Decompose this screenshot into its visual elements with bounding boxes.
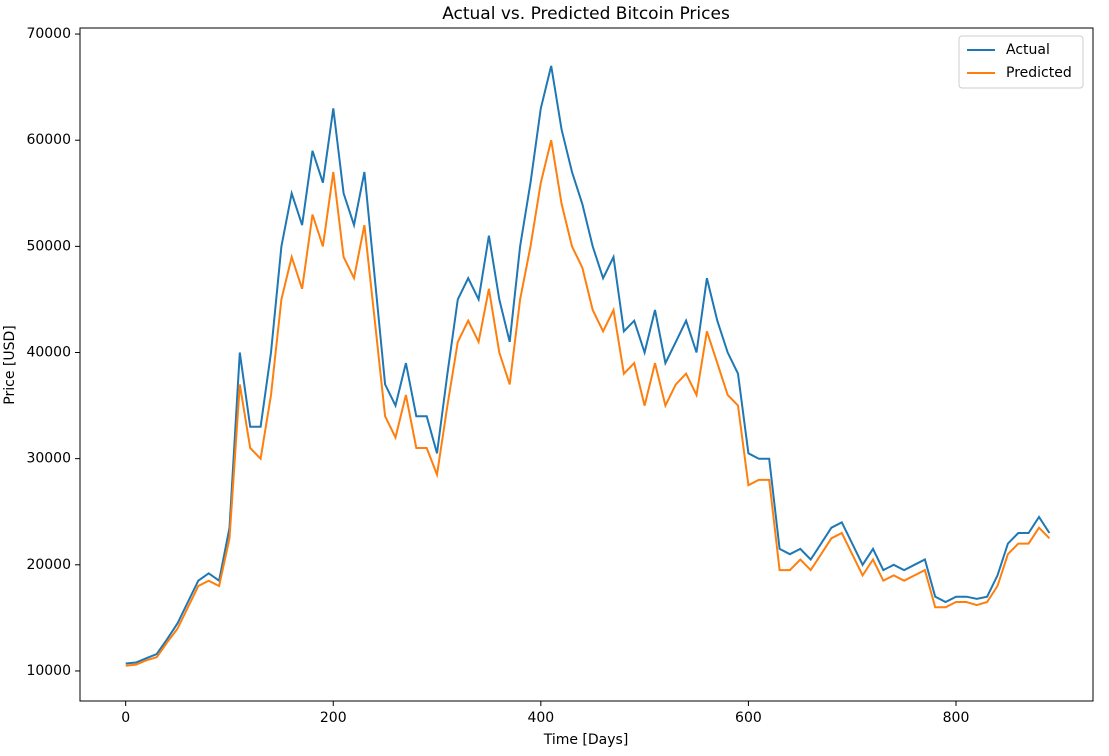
y-tick-label: 30000 xyxy=(26,451,71,467)
y-axis-label: Price [USD] xyxy=(2,325,18,404)
y-tick-label: 50000 xyxy=(26,238,71,254)
x-tick-label: 600 xyxy=(735,710,762,726)
y-tick-label: 60000 xyxy=(26,132,71,148)
y-tick-label: 70000 xyxy=(26,26,71,42)
data-line xyxy=(125,65,1051,665)
plot-frame xyxy=(79,27,1094,702)
y-tick-label: 20000 xyxy=(26,557,71,573)
y-tick-label: 40000 xyxy=(26,345,71,361)
x-axis-label: Time [Days] xyxy=(543,732,629,748)
y-tick-label: 10000 xyxy=(26,663,71,679)
x-tick-label: 200 xyxy=(320,710,347,726)
x-tick-label: 0 xyxy=(121,710,130,726)
legend-label: Predicted xyxy=(1006,65,1072,81)
x-tick-label: 800 xyxy=(943,710,970,726)
legend-label: Actual xyxy=(1006,42,1050,58)
x-tick-label: 400 xyxy=(527,710,554,726)
data-line xyxy=(125,139,1051,667)
chart-title: Actual vs. Predicted Bitcoin Prices xyxy=(442,4,730,24)
